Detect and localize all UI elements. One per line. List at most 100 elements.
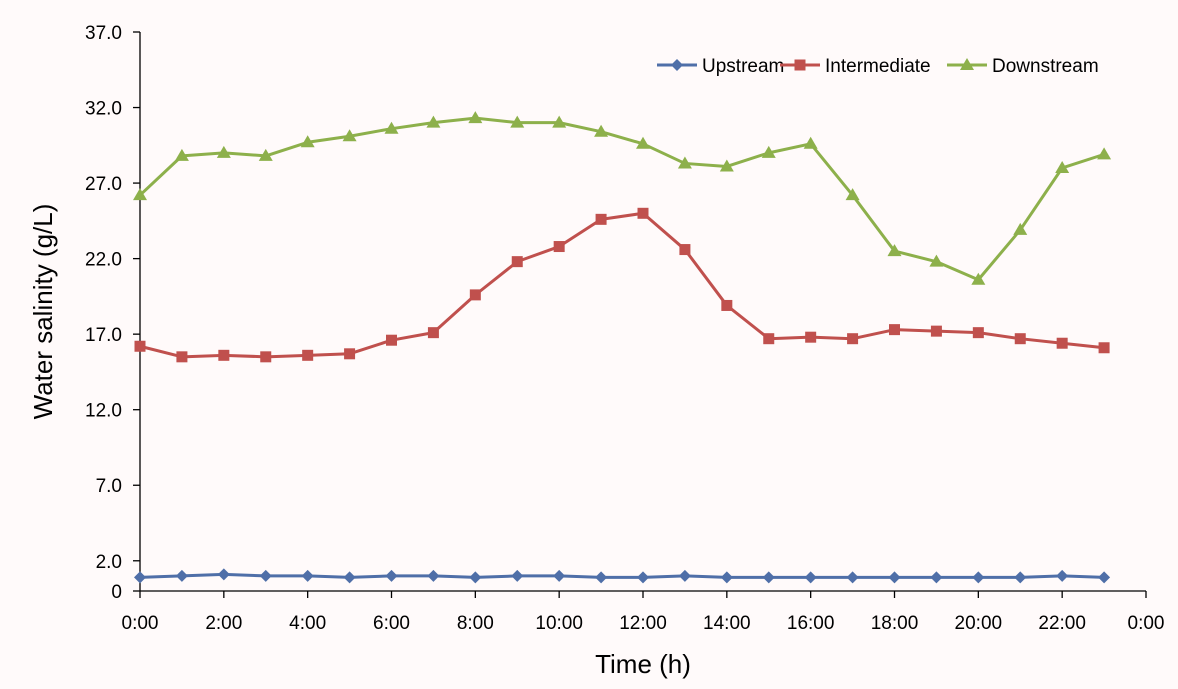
data-point (763, 333, 775, 345)
y-tick-label: 32.0 (85, 99, 122, 120)
x-tick-label: 0:00 (122, 613, 159, 634)
data-point (1056, 569, 1069, 582)
data-point (174, 148, 189, 161)
data-point (888, 571, 901, 584)
x-tick-label: 20:00 (955, 613, 1003, 634)
data-point (972, 571, 985, 584)
data-point (847, 333, 859, 345)
data-point (342, 129, 357, 142)
data-point (1014, 571, 1027, 584)
data-point (677, 156, 692, 169)
data-point (344, 348, 356, 360)
y-tick-label: 17.0 (85, 325, 122, 346)
data-point (385, 569, 398, 582)
data-point (679, 244, 691, 256)
series-layer (133, 111, 1112, 584)
legend-swatch-marker (671, 59, 683, 71)
x-tick-label: 22:00 (1038, 613, 1086, 634)
y-tick-label: 12.0 (85, 401, 122, 422)
legend-item-downstream: Downstream (947, 56, 1099, 77)
x-tick-label: 8:00 (457, 613, 494, 634)
data-point (133, 188, 147, 201)
y-tick-label: 27.0 (85, 174, 122, 195)
data-point (762, 571, 775, 584)
series-line-intermediate (139, 211, 1105, 359)
y-axis-title: Water salinity (g/L) (28, 204, 58, 420)
x-tick-label: 10:00 (535, 613, 583, 634)
data-point (386, 334, 397, 346)
data-point (805, 331, 817, 343)
series-downstream (133, 111, 1112, 285)
data-point (134, 571, 146, 584)
series-line-upstream (139, 572, 1105, 579)
data-point (510, 115, 525, 128)
data-point (720, 571, 733, 584)
data-point (595, 571, 608, 584)
data-point (719, 159, 734, 172)
series-line-downstream (138, 116, 1105, 282)
legend-item-upstream: Upstream (657, 56, 784, 77)
data-point (1097, 147, 1112, 160)
data-point (804, 571, 817, 584)
data-point (636, 136, 650, 149)
data-point (761, 145, 776, 158)
data-point (637, 207, 649, 219)
legend-label: Downstream (992, 56, 1099, 77)
x-tick-label: 12:00 (619, 613, 667, 634)
legend: Upstream Intermediate Downstream (657, 56, 1099, 77)
data-point (300, 135, 315, 148)
data-point (889, 324, 900, 336)
data-point (1055, 160, 1070, 173)
x-tick-label: 4:00 (289, 613, 326, 634)
data-point (1056, 337, 1068, 349)
y-tick-label: 0 (111, 582, 122, 603)
data-point (929, 254, 944, 267)
data-point (678, 569, 691, 582)
data-point (595, 213, 607, 225)
data-point (427, 327, 439, 339)
data-point (301, 569, 314, 582)
data-point (217, 568, 230, 581)
series-upstream (134, 568, 1111, 584)
data-point (426, 115, 441, 128)
series-intermediate (134, 207, 1110, 363)
x-tick-label: 2:00 (205, 613, 242, 634)
legend-label: Upstream (702, 56, 784, 77)
data-point (384, 121, 399, 134)
legend-swatch-marker (794, 59, 806, 71)
data-point (511, 256, 523, 268)
x-tick-label: 6:00 (373, 613, 410, 634)
data-point (845, 188, 860, 201)
data-point (343, 571, 356, 584)
data-point (887, 244, 902, 257)
data-point (175, 569, 188, 582)
x-axis-title: Time (h) (595, 649, 691, 679)
y-tick-label: 2.0 (96, 552, 122, 573)
legend-item-intermediate: Intermediate (780, 56, 931, 77)
data-point (1013, 222, 1028, 235)
data-point (218, 349, 230, 361)
y-axis-ticks: 0 2.0 7.0 12.0 17.0 22.0 27.0 32.0 37.0 (85, 23, 140, 603)
y-tick-label: 37.0 (85, 23, 122, 44)
data-point (511, 569, 524, 582)
legend-label: Intermediate (825, 56, 931, 77)
data-point (258, 148, 273, 161)
legend-swatch-marker (960, 58, 974, 70)
x-tick-label: 0:00 (1128, 613, 1165, 634)
x-tick-label: 18:00 (871, 613, 919, 634)
data-point (846, 571, 859, 584)
data-point (427, 569, 440, 582)
data-point (469, 571, 482, 584)
data-point (637, 571, 649, 584)
y-tick-label: 22.0 (85, 250, 122, 271)
data-point (176, 351, 188, 363)
data-point (553, 241, 565, 253)
data-point (134, 340, 146, 352)
data-point (594, 124, 609, 137)
data-point (971, 272, 986, 285)
data-point (1014, 333, 1026, 345)
x-axis-ticks: 0:00 2:00 4:00 6:00 8:00 10:00 12:00 14:00 16:00… (122, 591, 1165, 634)
y-tick-label: 7.0 (96, 476, 122, 497)
